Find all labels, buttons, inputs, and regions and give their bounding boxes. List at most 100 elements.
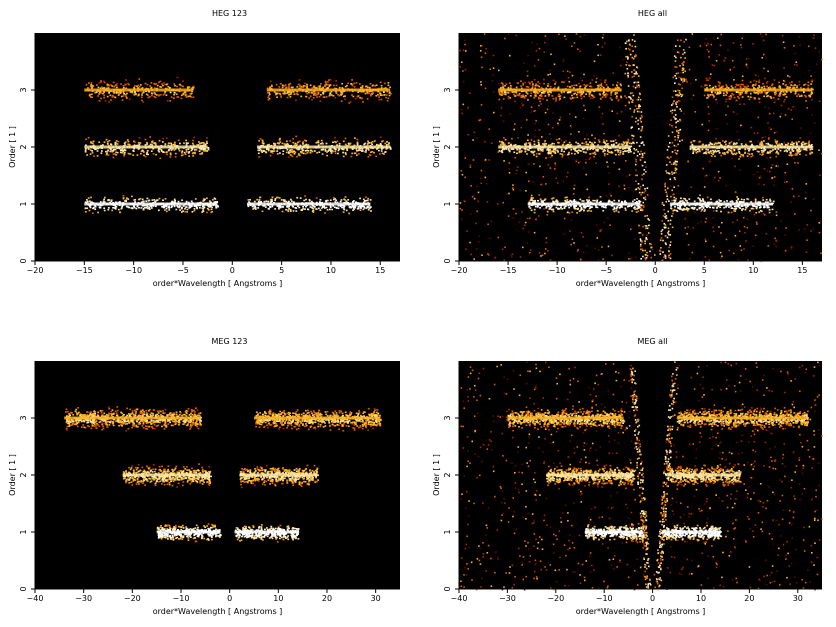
- band-pixel: [162, 137, 165, 140]
- scatter-pixel: [469, 241, 471, 244]
- band-pixel: [748, 153, 751, 155]
- wedge-pixel: [665, 217, 667, 220]
- band-pixel: [262, 142, 265, 145]
- wedge-pixel: [640, 240, 642, 242]
- scatter-pixel: [631, 56, 634, 59]
- wedge-pixel: [679, 140, 681, 142]
- wedge-pixel: [632, 85, 635, 88]
- band-pixel: [200, 148, 203, 151]
- band-pixel: [370, 94, 372, 97]
- band-pixel: [106, 150, 109, 152]
- scatter-pixel: [731, 148, 734, 150]
- band-pixel: [702, 206, 705, 208]
- band-pixel: [740, 201, 742, 203]
- band-pixel: [125, 199, 128, 201]
- scatter-pixel: [805, 191, 807, 194]
- band-pixel: [285, 200, 288, 203]
- band-pixel: [533, 79, 536, 81]
- band-pixel: [169, 100, 172, 102]
- scatter-pixel: [543, 208, 545, 210]
- wedge-pixel: [634, 45, 637, 48]
- scatter-pixel: [810, 230, 812, 232]
- band-pixel: [365, 148, 368, 150]
- band-pixel: [348, 143, 350, 146]
- scatter-pixel: [492, 74, 494, 76]
- band-pixel: [180, 154, 183, 157]
- band-pixel: [357, 206, 360, 208]
- band-pixel: [560, 206, 562, 209]
- band-pixel: [206, 197, 208, 200]
- scatter-pixel: [702, 167, 704, 170]
- band-pixel: [527, 81, 530, 83]
- scatter-pixel: [523, 62, 525, 64]
- band-pixel: [335, 84, 338, 87]
- band-pixel: [543, 78, 545, 81]
- band-pixel: [574, 153, 576, 155]
- band-pixel: [181, 152, 183, 154]
- band-pixel: [138, 137, 141, 139]
- wedge-pixel: [673, 144, 676, 147]
- wedge-pixel: [632, 57, 635, 60]
- band-pixel: [528, 82, 531, 85]
- band-pixel: [152, 152, 155, 155]
- scatter-pixel: [721, 255, 723, 258]
- wedge-pixel: [676, 130, 678, 133]
- band-pixel: [94, 148, 96, 151]
- scatter-pixel: [723, 152, 726, 154]
- wedge-pixel: [683, 80, 686, 82]
- scatter-pixel: [608, 172, 611, 174]
- band-pixel: [273, 91, 276, 93]
- band-pixel: [114, 201, 117, 204]
- band-pixel: [258, 149, 260, 152]
- band-pixel: [295, 99, 297, 102]
- band-pixel: [710, 198, 712, 201]
- wedge-pixel: [668, 172, 671, 175]
- band-pixel: [136, 144, 139, 147]
- band-pixel: [119, 201, 121, 203]
- wedge-pixel: [631, 115, 633, 118]
- band-pixel: [84, 207, 87, 210]
- wedge-pixel: [647, 218, 649, 220]
- scatter-pixel: [536, 139, 538, 142]
- band-pixel: [602, 205, 604, 208]
- scatter-pixel: [497, 236, 500, 239]
- scatter-pixel: [524, 224, 526, 226]
- scatter-pixel: [811, 114, 813, 116]
- scatter-pixel: [530, 111, 533, 113]
- band-pixel: [316, 96, 318, 98]
- band-core: [257, 145, 391, 149]
- band-pixel: [189, 205, 192, 208]
- band-pixel: [191, 148, 194, 151]
- scatter-pixel: [780, 112, 783, 115]
- band-pixel: [370, 210, 372, 212]
- wedge-pixel: [664, 255, 667, 257]
- band-pixel: [321, 153, 324, 155]
- scatter-pixel: [688, 257, 691, 260]
- band-pixel: [730, 96, 733, 98]
- band-pixel: [304, 85, 307, 87]
- band-pixel: [189, 92, 192, 95]
- band-pixel: [291, 205, 294, 207]
- band-pixel: [328, 148, 331, 151]
- scatter-pixel: [758, 176, 761, 179]
- band-pixel: [174, 141, 176, 144]
- wedge-pixel: [640, 258, 642, 260]
- band-pixel: [344, 143, 347, 146]
- band-pixel: [538, 85, 540, 88]
- band-pixel: [176, 85, 178, 88]
- band-pixel: [735, 152, 738, 154]
- scatter-pixel: [512, 184, 514, 186]
- band-pixel: [279, 206, 282, 209]
- scatter-pixel: [544, 248, 547, 250]
- band-pixel: [299, 85, 302, 88]
- scatter-pixel: [624, 72, 627, 75]
- band-pixel: [193, 136, 195, 139]
- wedge-pixel: [675, 103, 678, 106]
- band-pixel: [115, 84, 118, 86]
- wedge-pixel: [675, 72, 678, 75]
- wedge-pixel: [639, 159, 642, 161]
- scatter-pixel: [771, 177, 774, 179]
- scatter-pixel: [517, 166, 519, 168]
- band-pixel: [116, 151, 119, 154]
- wedge-pixel: [646, 187, 649, 189]
